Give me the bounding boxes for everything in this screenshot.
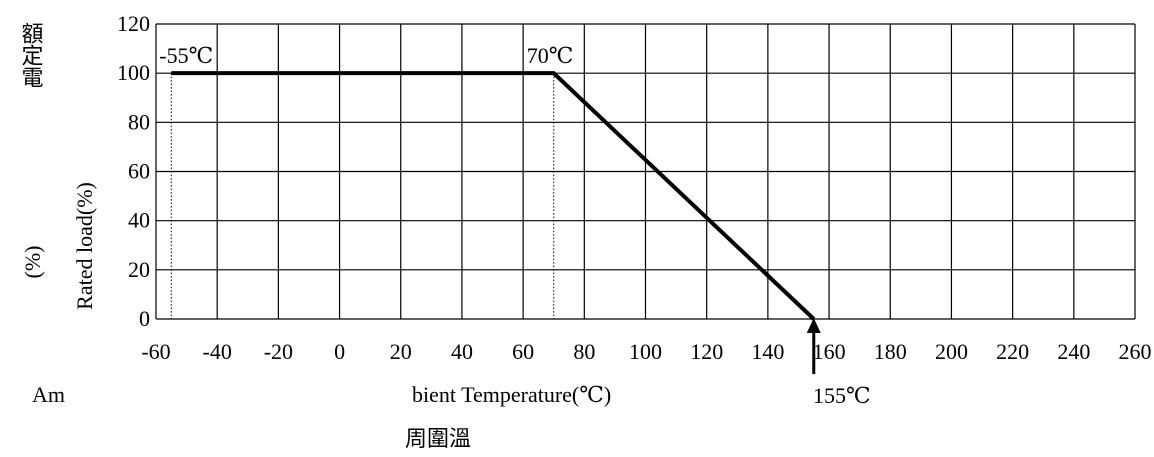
marker-lines <box>170 73 555 319</box>
y-tick-label: 100 <box>117 60 150 85</box>
x-tick-label: 100 <box>629 339 662 364</box>
y-tick-label: 0 <box>139 306 150 331</box>
x-tick-label: 80 <box>573 339 595 364</box>
x-tick-label: -40 <box>203 339 232 364</box>
x-tick-label: 160 <box>813 339 846 364</box>
x-tick-label: 200 <box>935 339 968 364</box>
x-tick-label: 120 <box>690 339 723 364</box>
x-tick-label: 60 <box>512 339 534 364</box>
x-tick-label: 20 <box>390 339 412 364</box>
x-axis-label: bient Temperature(℃) <box>412 382 611 407</box>
x-tick-label: 140 <box>751 339 784 364</box>
x-tick-label: 0 <box>334 339 345 364</box>
x-tick-labels: -60 -40 -20 0 20 40 60 80 100 120 140 160 180 200 220 2… <box>141 339 1151 364</box>
y-tick-labels: 0 20 40 60 80 100 120 <box>117 11 150 331</box>
annotations: -55℃ 70℃ 155℃ <box>159 43 870 408</box>
x-tick-label: 40 <box>451 339 473 364</box>
annotation-label: 155℃ <box>813 383 871 408</box>
x-tick-label: 260 <box>1119 339 1152 364</box>
annotation-label: 70℃ <box>527 43 574 68</box>
y-axis-label: Rated load(%) <box>72 182 97 310</box>
y-tick-label: 40 <box>128 208 150 233</box>
annotation-label: -55℃ <box>159 43 213 68</box>
y-tick-label: 20 <box>128 257 150 282</box>
series-layer <box>171 71 816 321</box>
derating-curve <box>171 71 816 321</box>
x-tick-label: -20 <box>264 339 293 364</box>
grid-lines <box>155 23 1136 320</box>
y-tick-label: 120 <box>117 11 150 36</box>
y-tick-label: 80 <box>128 109 150 134</box>
y-axis-label-cn: 額定電 <box>18 22 44 88</box>
x-axis-label-cn: 周圍溫 <box>405 427 471 452</box>
x-tick-label: 220 <box>996 339 1029 364</box>
y-axis-unit: (%) <box>20 246 45 279</box>
y-tick-label: 60 <box>128 159 150 184</box>
x-tick-label: 180 <box>874 339 907 364</box>
x-axis-label-prefix: Am <box>32 382 65 407</box>
annotation-arrow-head <box>806 318 821 333</box>
x-tick-label: 240 <box>1057 339 1090 364</box>
x-tick-label: -60 <box>141 339 170 364</box>
